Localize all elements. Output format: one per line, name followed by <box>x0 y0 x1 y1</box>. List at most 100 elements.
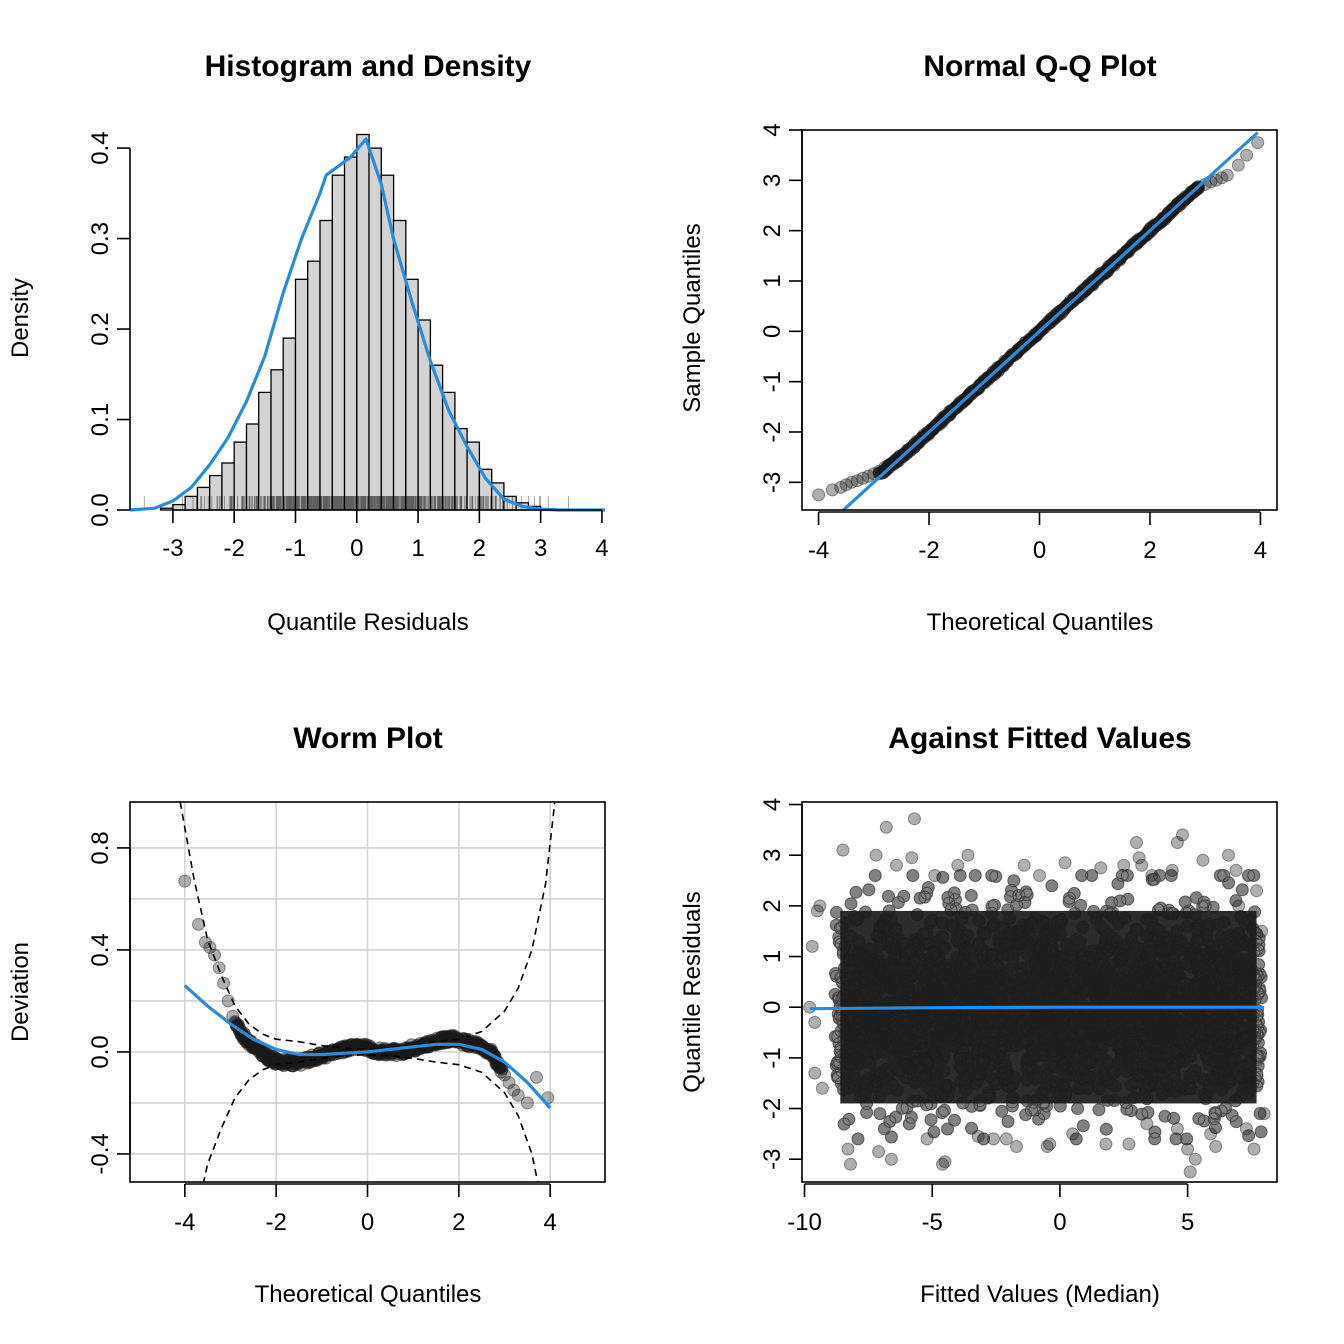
fitted-point <box>844 1157 857 1171</box>
fitted-point <box>808 1015 822 1029</box>
fitted-xlabel: Fitted Values (Median) <box>920 1281 1160 1308</box>
qq-point <box>825 483 839 497</box>
worm-point <box>258 1048 272 1061</box>
worm-point <box>217 976 231 990</box>
qq-point <box>873 467 887 481</box>
worm-point <box>221 994 235 1008</box>
fitted-point <box>1145 869 1159 882</box>
qq-point <box>1251 136 1265 150</box>
fitted-y-tick-label: -2 <box>759 1098 786 1119</box>
worm-x-tick-label: 2 <box>452 1209 465 1236</box>
qq-x-tick-label: 4 <box>1254 537 1267 564</box>
fitted-point <box>813 899 827 913</box>
histogram-bar <box>294 278 309 511</box>
worm-point <box>520 1096 534 1110</box>
fitted-point <box>879 820 893 834</box>
fitted-points <box>803 812 1271 1179</box>
fitted-point <box>1222 848 1235 862</box>
qq-y-tick-label: -2 <box>759 421 786 442</box>
fitted-point <box>1170 1122 1184 1136</box>
panel-worm: Worm Plot Theoretical Quantiles Deviatio… <box>7 722 606 1308</box>
fitted-point <box>1247 1142 1261 1156</box>
histogram-x-tick-label: -3 <box>162 535 183 562</box>
worm-x-tick-label: 0 <box>361 1209 374 1236</box>
fitted-point <box>1066 1127 1080 1141</box>
qq-point <box>876 464 890 478</box>
fitted-point <box>884 1152 898 1166</box>
fitted-point <box>805 939 819 953</box>
histogram-x-tick-label: 3 <box>534 535 547 562</box>
histogram-bar <box>196 486 211 511</box>
fitted-ylabel: Quantile Residuals <box>679 891 706 1092</box>
worm-point <box>208 948 221 962</box>
histogram-bars <box>159 133 554 511</box>
fitted-point <box>1209 1140 1223 1153</box>
qq-point <box>839 478 853 492</box>
worm-point <box>251 1042 265 1056</box>
qq-point <box>889 453 903 467</box>
worm-lower-band <box>202 1053 539 1182</box>
fitted-y-tick-label: 3 <box>759 849 786 862</box>
fitted-point <box>841 1142 855 1156</box>
fitted-point <box>810 904 824 918</box>
fitted-point <box>1229 863 1243 877</box>
fitted-point <box>1094 861 1108 875</box>
histogram-bar <box>343 156 358 511</box>
fitted-point <box>872 1145 886 1159</box>
histogram-x-tick-label: 4 <box>595 535 608 562</box>
histogram-y-tick-label: 0.1 <box>87 403 114 436</box>
worm-y-tick-label: 0.8 <box>87 831 114 864</box>
fitted-point <box>1122 1137 1136 1151</box>
qq-point <box>1240 148 1254 162</box>
histogram-density-curve <box>129 137 605 512</box>
qq-x-tick-label: 2 <box>1143 537 1156 564</box>
histogram-rug-ticks <box>143 496 569 510</box>
qq-y-tick-label: 0 <box>759 325 786 338</box>
fitted-point <box>951 858 965 872</box>
fitted-x-tick-label: -10 <box>787 1209 822 1236</box>
fitted-point <box>1058 856 1072 870</box>
worm-y-tick-label: 0.4 <box>87 933 114 966</box>
fitted-point <box>1239 1122 1253 1136</box>
worm-x-tick-label: -4 <box>174 1209 195 1236</box>
fitted-point <box>936 1157 949 1171</box>
fitted-point <box>1204 1127 1218 1141</box>
histogram-axes: -3 -2 -1 0 1 2 3 4 0.0 0.1 0.2 0.3 0.4 <box>87 131 609 562</box>
fitted-point <box>938 1155 952 1169</box>
histogram-y-tick-label: 0.2 <box>87 312 114 345</box>
panel-fitted: Against Fitted Values Fitted Values (Med… <box>679 722 1278 1308</box>
qq-ylabel: Sample Quantiles <box>679 223 706 412</box>
histogram-y-tick-label: 0.0 <box>87 493 114 526</box>
fitted-point <box>1257 1107 1271 1121</box>
qq-point <box>867 467 881 481</box>
qq-reference-layer <box>842 131 1259 512</box>
worm-axes: -4 -2 0 2 4 -0.4 0.0 0.4 0.8 <box>87 801 606 1236</box>
worm-xlabel: Theoretical Quantiles <box>255 1281 482 1308</box>
histogram-bar <box>270 369 284 511</box>
fitted-point <box>1255 924 1269 938</box>
worm-upper-band <box>179 802 556 1051</box>
fitted-point <box>1130 836 1143 849</box>
qq-point <box>845 475 859 489</box>
qq-point <box>834 480 848 494</box>
fitted-y-tick-label: -1 <box>759 1047 786 1068</box>
histogram-density-layer <box>129 137 605 512</box>
fitted-point <box>905 851 919 865</box>
fitted-point <box>987 1132 1000 1146</box>
fitted-point <box>836 843 850 857</box>
fitted-point <box>1188 1152 1202 1166</box>
fitted-point <box>1132 851 1146 865</box>
worm-title: Worm Plot <box>293 722 442 755</box>
fitted-point <box>1135 858 1149 872</box>
histogram-xlabel: Quantile Residuals <box>267 609 468 636</box>
worm-y-tick-label: 0.0 <box>87 1035 114 1068</box>
worm-ylabel: Deviation <box>7 942 34 1042</box>
fitted-point <box>1183 1165 1197 1179</box>
qq-point <box>1209 173 1223 187</box>
worm-point <box>530 1070 543 1084</box>
fitted-y-tick-label: 4 <box>759 798 786 811</box>
fitted-point <box>815 1081 829 1095</box>
qq-x-tick-label: -2 <box>918 537 939 564</box>
